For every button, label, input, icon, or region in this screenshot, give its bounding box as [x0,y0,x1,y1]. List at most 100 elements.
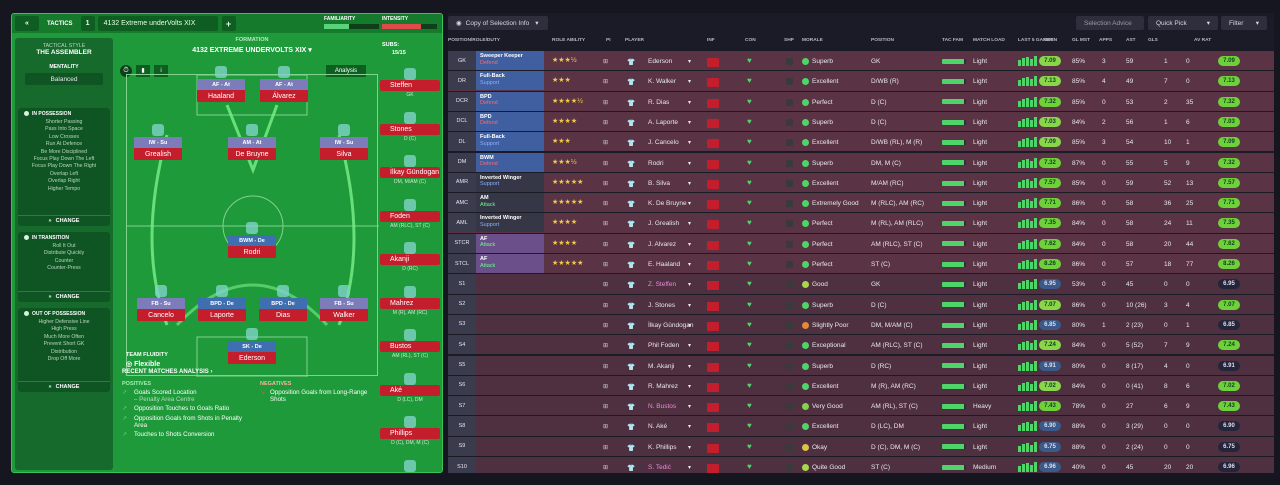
chevron-down-icon[interactable]: ▾ [688,79,692,86]
in-transition-change-button[interactable]: » CHANGE [18,291,110,302]
table-row[interactable]: DM BWM Defend ★★★½ ⊞ 👕 Rodri ▾ ♥ Superb DM, M (C) L… [448,152,1274,173]
table-row[interactable]: S2 ⊞ 👕 J. Stones ▾ ♥ Superb D (C) Light 7.07 86% 0 1… [448,294,1274,315]
table-row[interactable]: AMC AM Attack ★★★★★ ⊞ 👕 K. De Bruyne ▾ ♥ Extremel… [448,193,1274,214]
chevron-down-icon[interactable]: ▾ [688,59,692,65]
pi-icon[interactable]: ⊞ [603,343,609,350]
chevron-down-icon[interactable]: ▾ [688,119,692,126]
player-name[interactable]: A. Laporte [648,118,678,126]
table-row[interactable]: AMR Inverted Winger Support ★★★★★ ⊞ 👕 B. Silva… [448,172,1274,194]
pitch-player[interactable]: FB - Su Walker [320,298,368,324]
chevron-down-icon[interactable]: ▾ [688,140,692,147]
player-name[interactable]: N. Aké [648,423,668,431]
pitch-player[interactable]: AM - At De Bruyne [228,137,276,163]
role-duty[interactable]: AF Attack [476,254,544,273]
role-duty[interactable]: Full-Back Support [476,71,544,91]
role-duty[interactable]: BPD Defend [476,91,544,111]
chevron-down-icon[interactable]: ▾ [688,343,692,350]
column-header[interactable]: MATCH LOAD [973,38,1005,43]
column-header[interactable]: LAST 5 GAMES [1018,38,1054,43]
mentality-dropdown[interactable]: Balanced [25,73,103,85]
pitch-player[interactable]: IW - Su Grealish [134,137,182,163]
pi-icon[interactable]: ⊞ [603,180,609,187]
bench-player[interactable]: Phillips D (C), DM, M (C) [380,416,442,454]
player-name[interactable]: N. Bustos [648,403,677,411]
column-header[interactable]: POSITION/ROLE/DUTY [448,38,500,43]
player-name[interactable]: E. Haaland [648,261,681,268]
table-row[interactable]: S10 ⊞ 👕 S. Tedić ▾ ♥ Quite Good ST (C) Medium 6.9… [448,457,1274,473]
table-row[interactable]: STCL AF Attack ★★★★★ ⊞ 👕 E. Haaland ▾ ♥ Perfect ST… [448,254,1274,275]
chevron-down-icon[interactable]: ▾ [688,444,692,451]
in-possession-change-button[interactable]: » CHANGE [18,215,110,226]
player-name[interactable]: J. Cancelo [648,139,679,147]
player-name[interactable]: J. Grealish [648,220,680,228]
formation-dropdown[interactable]: 4132 EXTREME UNDERVOLTS XIX ▾ [126,46,378,54]
chevron-down-icon[interactable]: ▾ [688,160,692,167]
pitch-player[interactable]: BPD - De Dias [259,298,307,324]
role-duty[interactable]: AF Attack [476,233,544,253]
role-duty[interactable] [476,396,544,415]
pi-icon[interactable]: ⊞ [603,444,609,451]
table-row[interactable]: GK Sweeper Keeper Defend ★★★½ ⊞ 👕 Ederson ▾ ♥ Sup… [448,51,1274,72]
chevron-down-icon[interactable]: ▾ [688,241,692,248]
role-duty[interactable] [476,274,544,293]
role-duty[interactable] [476,416,544,435]
chevron-down-icon[interactable]: ▾ [688,363,692,370]
player-name[interactable]: Z. Steffen [648,281,677,289]
bench-player[interactable]: Tedić [380,459,442,472]
pitch-player[interactable]: IW - Su Silva [320,137,368,163]
column-header[interactable]: POSITION [871,38,894,43]
player-name[interactable]: Ederson [648,58,673,65]
selection-advice-button[interactable]: Selection Advice [1076,16,1144,30]
column-header[interactable]: SHP [784,38,794,43]
chevron-down-icon[interactable]: ▾ [688,282,692,289]
column-header[interactable]: PLAYER [625,38,645,43]
column-header[interactable]: MORALE [802,38,823,43]
column-header[interactable]: AST [1126,38,1136,43]
bench-player[interactable]: Stones D (C) [380,111,442,150]
chevron-down-icon[interactable]: ▾ [688,180,692,187]
table-row[interactable]: S5 ⊞ 👕 M. Akanji ▾ ♥ Superb D (RC) Light 6.91 80% 0… [448,355,1274,376]
player-name[interactable]: K. Walker [648,78,676,86]
pi-icon[interactable]: ⊞ [603,424,609,431]
player-name[interactable]: J. Stones [648,301,676,309]
pi-icon[interactable]: ⊞ [603,383,609,390]
column-header[interactable]: TAC FAM [942,38,963,43]
pi-icon[interactable]: ⊞ [603,404,609,411]
column-header[interactable]: GWIN [1044,38,1058,43]
add-tactic-button[interactable]: + [221,16,236,31]
bench-player[interactable]: Aké D (LC), DM [380,372,442,411]
role-duty[interactable]: BWM Defend [476,152,544,172]
player-name[interactable]: Phil Foden [648,342,680,350]
column-header[interactable]: ROLE ABILITY [552,38,586,43]
role-duty[interactable] [476,356,544,375]
pi-icon[interactable]: ⊞ [603,363,609,370]
player-name[interactable]: J. Alvarez [648,240,677,248]
role-duty[interactable]: Inverted Winger Support [476,213,544,233]
chevron-down-icon[interactable]: ▾ [688,99,692,106]
column-header[interactable]: GLS [1148,38,1158,43]
bench-player[interactable]: Bustos AM (RL), ST (C) [380,329,442,367]
player-name[interactable]: İlkay Gündogan [648,321,694,329]
pitch-player[interactable]: BPD - De Laporte [198,298,246,324]
player-name[interactable]: Rodri [648,159,664,167]
recent-matches-analysis-link[interactable]: RECENT MATCHES ANALYSIS › [122,369,213,375]
role-duty[interactable] [476,457,544,473]
column-header[interactable]: GL MST [1072,38,1091,43]
role-duty[interactable] [476,376,544,395]
double-chevron-left-icon[interactable]: « [15,16,39,31]
out-of-possession-change-button[interactable]: » CHANGE [18,381,110,392]
role-duty[interactable] [476,315,544,334]
player-name[interactable]: M. Akanji [648,362,675,370]
role-duty[interactable] [476,335,544,354]
pitch-player[interactable]: FB - Su Cancelo [137,298,185,324]
table-row[interactable]: S7 ⊞ 👕 N. Bustos ▾ ♥ Very Good AM (RL), ST (C) H… [448,396,1274,417]
pi-icon[interactable]: ⊞ [603,59,609,65]
pi-icon[interactable]: ⊞ [603,99,609,106]
role-duty[interactable]: Inverted Winger Support [476,172,544,192]
role-duty[interactable] [476,295,544,314]
pitch-player[interactable]: AF - At Haaland [197,79,245,105]
pitch-player[interactable]: AF - At Álvarez [260,79,308,105]
column-header[interactable]: APPS [1099,38,1113,43]
role-duty[interactable]: BPD Defend [476,111,544,131]
pi-icon[interactable]: ⊞ [603,119,609,126]
